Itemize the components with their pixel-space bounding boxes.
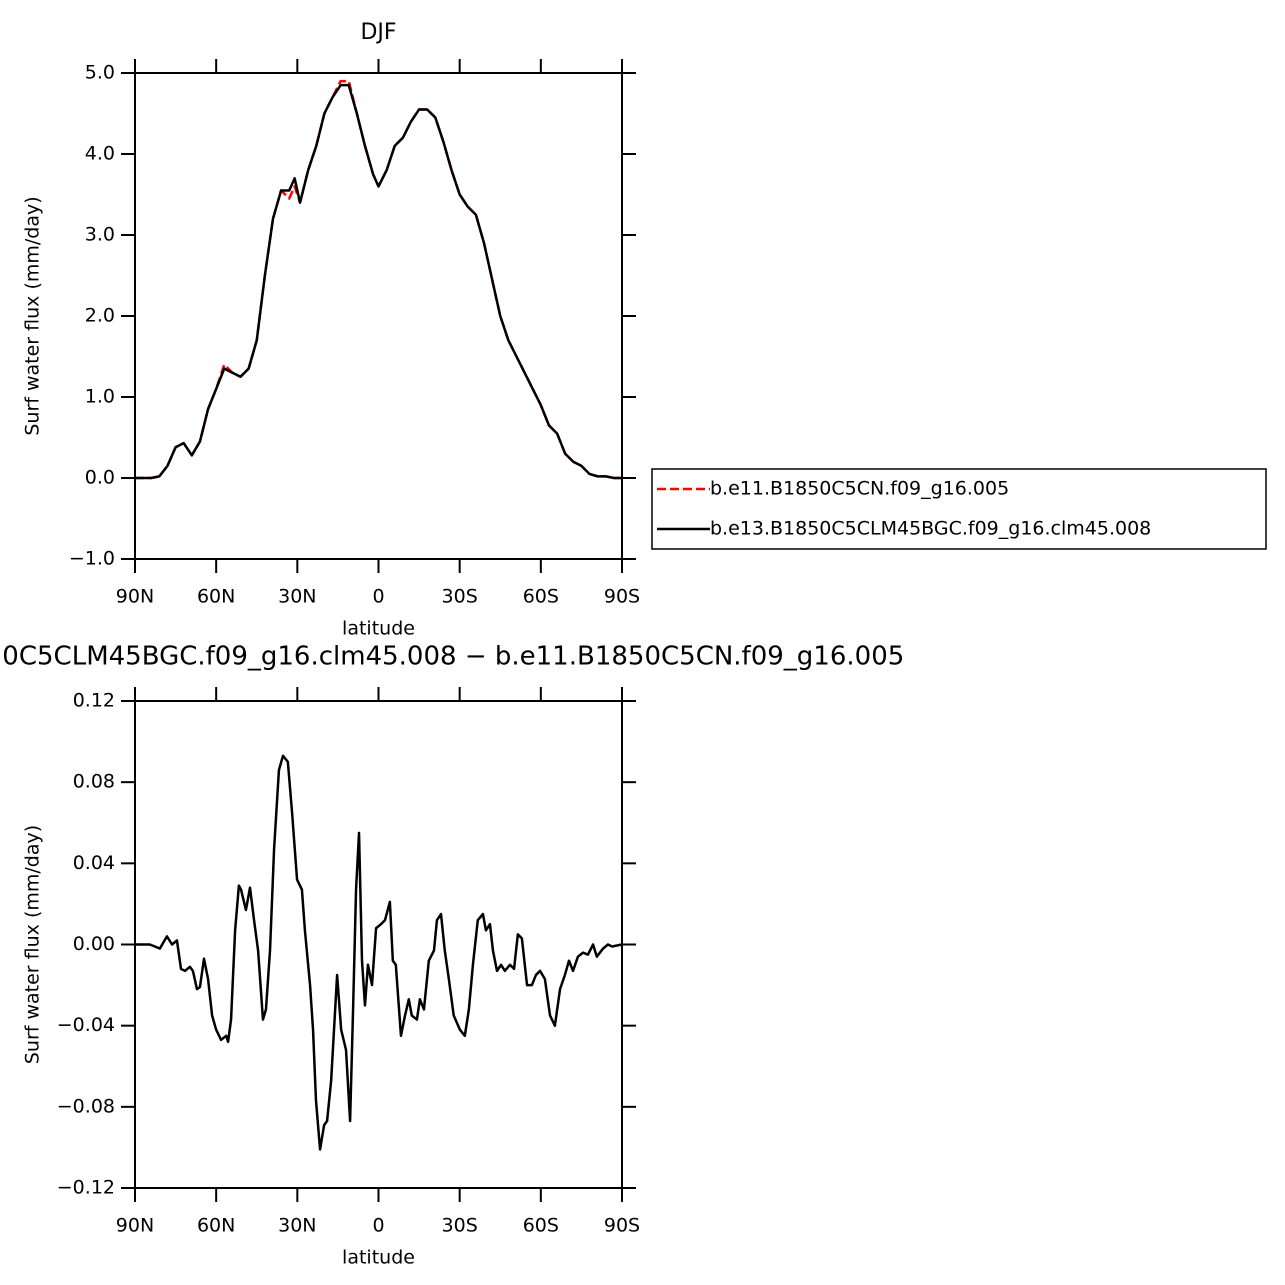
x-tick-label: 90S bbox=[604, 1215, 640, 1237]
y-tick-label: 0.0 bbox=[85, 467, 115, 489]
data-line bbox=[135, 79, 622, 480]
x-tick-label: 90N bbox=[116, 586, 154, 608]
x-tick-label: 0 bbox=[372, 586, 384, 608]
y-tick-label: 0.08 bbox=[73, 771, 115, 793]
y-tick-label: 5.0 bbox=[85, 62, 115, 84]
y-tick-label: 0.04 bbox=[73, 852, 115, 874]
x-tick-label: 30S bbox=[442, 1215, 478, 1237]
x-axis-label: latitude bbox=[342, 618, 415, 640]
y-tick-label: 1.0 bbox=[85, 386, 115, 408]
x-axis-label: latitude bbox=[342, 1247, 415, 1269]
y-tick-label: −0.12 bbox=[57, 1177, 115, 1199]
legend-box bbox=[651, 468, 1267, 550]
y-tick-label: −0.08 bbox=[57, 1095, 115, 1117]
x-tick-label: 0 bbox=[372, 1215, 384, 1237]
legend: b.e11.B1850C5CN.f09_g16.005 b.e13.B1850C5… bbox=[651, 468, 1267, 550]
y-tick-label: 0.12 bbox=[73, 690, 115, 712]
plot-frame bbox=[134, 72, 623, 560]
x-tick-label: 30N bbox=[278, 586, 316, 608]
x-tick-label: 90N bbox=[116, 1215, 154, 1237]
y-axis-label: Surf water flux (mm/day) bbox=[22, 825, 44, 1064]
x-tick-label: 30N bbox=[278, 1215, 316, 1237]
y-tick-label: −1.0 bbox=[69, 548, 115, 570]
y-axis-label: Surf water flux (mm/day) bbox=[22, 196, 44, 435]
data-line bbox=[135, 83, 622, 480]
x-tick-label: 60S bbox=[523, 1215, 559, 1237]
plot-frame bbox=[134, 700, 623, 1189]
legend-label: b.e13.B1850C5CLM45BGC.f09_g16.clm45.008 bbox=[710, 518, 1151, 540]
x-tick-label: 60N bbox=[197, 586, 235, 608]
x-tick-label: 60N bbox=[197, 1215, 235, 1237]
chart-title: DJF bbox=[360, 20, 396, 45]
y-tick-label: 0.00 bbox=[73, 933, 115, 955]
chart-title: b.e13.B1850C5CLM45BGC.f09_g16.clm45.008 … bbox=[0, 642, 904, 672]
y-tick-label: 3.0 bbox=[85, 224, 115, 246]
y-tick-label: −0.04 bbox=[57, 1014, 115, 1036]
x-tick-label: 90S bbox=[604, 586, 640, 608]
legend-label: b.e11.B1850C5CN.f09_g16.005 bbox=[710, 478, 1009, 500]
y-tick-label: 2.0 bbox=[85, 305, 115, 327]
y-tick-label: 4.0 bbox=[85, 143, 115, 165]
x-tick-label: 60S bbox=[523, 586, 559, 608]
data-line bbox=[135, 754, 623, 1151]
x-tick-label: 30S bbox=[442, 586, 478, 608]
